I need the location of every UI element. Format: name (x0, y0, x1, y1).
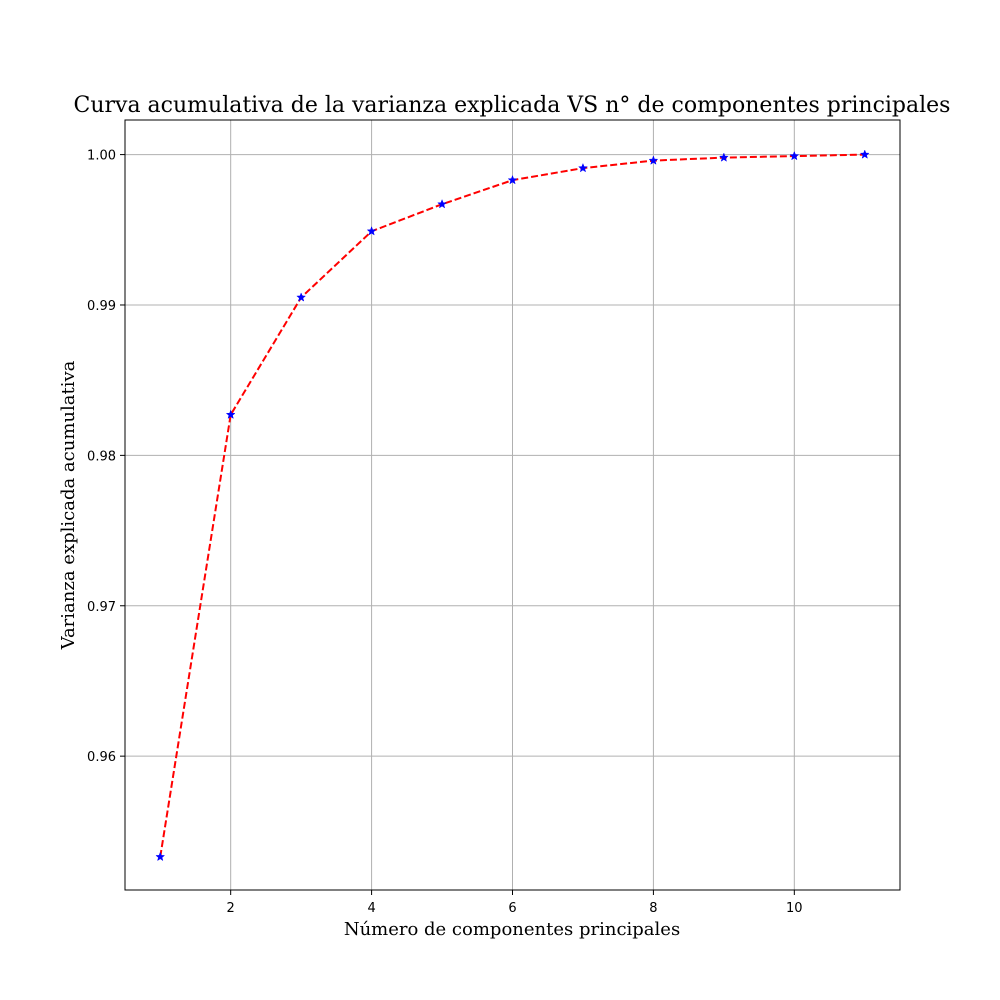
x-tick-label: 2 (227, 901, 235, 916)
series (155, 149, 870, 862)
data-point-marker (155, 851, 166, 862)
data-point-marker (859, 149, 870, 159)
data-point-marker (789, 150, 800, 161)
axis-ticks: 2 4 6 8 10 0.96 0.97 0.98 0.99 1.00 (87, 149, 803, 916)
data-point-marker (366, 226, 377, 236)
x-tick-label: 4 (367, 901, 375, 916)
y-tick-label: 0.96 (87, 750, 116, 765)
data-point-marker (577, 162, 588, 173)
x-axis-label: Número de componentes principales (344, 919, 680, 940)
grid (125, 120, 900, 890)
data-point-marker (296, 292, 307, 302)
data-point-marker (437, 199, 448, 209)
data-point-marker (648, 155, 659, 165)
y-tick-label: 0.97 (87, 600, 116, 615)
y-tick-label: 1.00 (87, 149, 116, 164)
y-tick-label: 0.99 (87, 299, 116, 314)
x-tick-label: 8 (649, 901, 657, 916)
y-tick-label: 0.98 (87, 449, 116, 464)
chart-title: Curva acumulativa de la varianza explica… (74, 93, 951, 118)
x-tick-label: 10 (786, 901, 803, 916)
data-point-marker (507, 174, 518, 185)
data-point-marker (225, 409, 236, 419)
x-tick-label: 6 (508, 901, 516, 916)
y-axis-label: Varianza explicada acumulativa (58, 360, 79, 650)
data-point-marker (718, 152, 729, 162)
